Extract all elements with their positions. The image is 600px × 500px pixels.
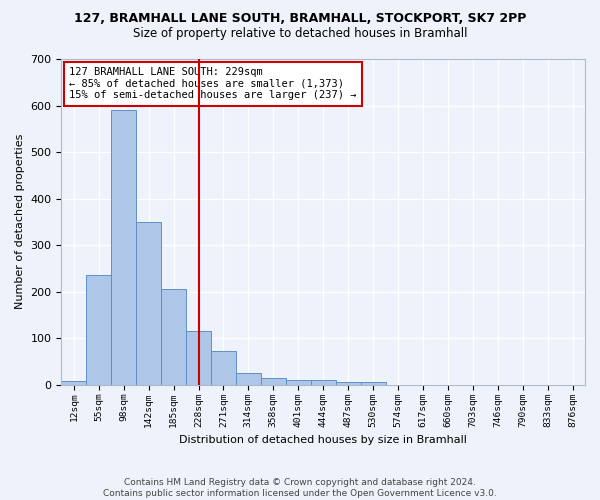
Bar	[161, 289, 186, 384]
Text: 127, BRAMHALL LANE SOUTH, BRAMHALL, STOCKPORT, SK7 2PP: 127, BRAMHALL LANE SOUTH, BRAMHALL, STOC…	[74, 12, 526, 26]
Bar	[136, 222, 161, 384]
Bar	[186, 331, 211, 384]
Bar	[335, 382, 361, 384]
Bar	[86, 275, 111, 384]
Bar	[61, 381, 86, 384]
Text: Contains HM Land Registry data © Crown copyright and database right 2024.
Contai: Contains HM Land Registry data © Crown c…	[103, 478, 497, 498]
Text: 127 BRAMHALL LANE SOUTH: 229sqm
← 85% of detached houses are smaller (1,373)
15%: 127 BRAMHALL LANE SOUTH: 229sqm ← 85% of…	[69, 67, 357, 100]
Bar	[361, 382, 386, 384]
Y-axis label: Number of detached properties: Number of detached properties	[15, 134, 25, 310]
Bar	[236, 373, 261, 384]
Bar	[311, 380, 335, 384]
Bar	[286, 380, 311, 384]
Text: Size of property relative to detached houses in Bramhall: Size of property relative to detached ho…	[133, 28, 467, 40]
Bar	[111, 110, 136, 384]
X-axis label: Distribution of detached houses by size in Bramhall: Distribution of detached houses by size …	[179, 435, 467, 445]
Bar	[261, 378, 286, 384]
Bar	[211, 351, 236, 384]
